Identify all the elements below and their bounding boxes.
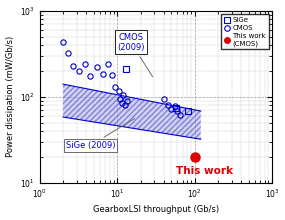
- Y-axis label: Power dissipation (mW/Gb/s): Power dissipation (mW/Gb/s): [5, 36, 15, 157]
- Legend: SiGe, CMOS, This work
(CMOS): SiGe, CMOS, This work (CMOS): [221, 14, 268, 50]
- X-axis label: GearboxLSI throughput (Gb/s): GearboxLSI throughput (Gb/s): [93, 205, 219, 214]
- Text: CMOS
(2009): CMOS (2009): [117, 33, 153, 77]
- Text: This work: This work: [176, 166, 233, 176]
- Text: SiGe (2009): SiGe (2009): [66, 119, 135, 150]
